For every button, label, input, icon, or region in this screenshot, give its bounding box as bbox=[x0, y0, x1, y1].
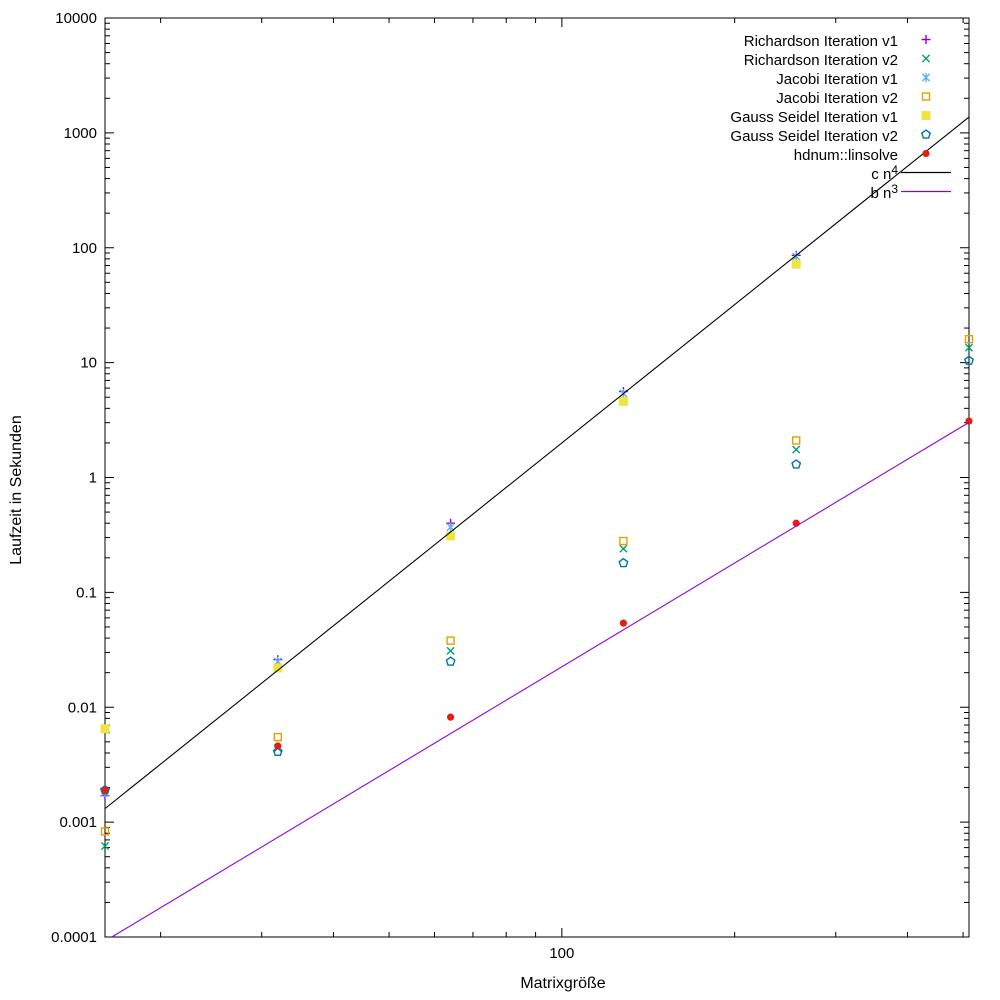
filled-circle-marker bbox=[274, 742, 282, 750]
tick-labels: 10000 1000 100 10 1 0.1 0.01 0.001 0.0001 100 bbox=[51, 10, 574, 962]
open-pentagon-marker bbox=[920, 129, 932, 139]
legend-entry-gauss-seidel-v1: Gauss Seidel Iteration v1 bbox=[560, 106, 954, 126]
filled-circle-marker bbox=[101, 786, 109, 794]
open-square-marker bbox=[792, 436, 801, 445]
filled-square-marker bbox=[273, 663, 283, 673]
line-sample-icon bbox=[898, 182, 954, 201]
legend-entry-richardson-v1: Richardson Iteration v1 bbox=[560, 30, 954, 50]
legend-marker-glyph bbox=[921, 72, 931, 83]
cross-marker bbox=[446, 646, 455, 655]
series-jacobi-iteration-v2 bbox=[100, 334, 974, 836]
legend-entry-bn3-line: b n3 bbox=[560, 182, 954, 202]
open-pentagon-marker bbox=[272, 746, 283, 756]
cross-marker bbox=[619, 544, 628, 553]
y-tick-label: 10000 bbox=[55, 10, 97, 27]
filled-circle-marker bbox=[922, 149, 930, 158]
y-axis-title: Laufzeit in Sekunden bbox=[8, 415, 25, 565]
legend-label: hdnum::linsolve bbox=[793, 147, 898, 164]
cross-marker-icon bbox=[898, 49, 954, 68]
open-pentagon-marker bbox=[618, 557, 629, 568]
series-richardson-iteration-v2 bbox=[100, 343, 974, 851]
legend-label: c n4 bbox=[871, 163, 898, 183]
x-tick-label: 100 bbox=[549, 945, 574, 962]
fit-line bbox=[111, 421, 970, 938]
legend-label: b n3 bbox=[870, 182, 898, 202]
open-square-marker bbox=[964, 334, 974, 344]
legend-label: Jacobi Iteration v2 bbox=[776, 90, 898, 107]
filled-square-marker bbox=[921, 111, 931, 120]
fit-line-b-n-3 bbox=[111, 421, 970, 938]
open-pentagon-marker bbox=[445, 656, 456, 666]
y-tick-label: 100 bbox=[72, 240, 97, 257]
y-tick-label: 0.01 bbox=[68, 699, 97, 716]
y-tick-label: 1000 bbox=[64, 125, 97, 142]
legend-label: Richardson Iteration v2 bbox=[743, 52, 898, 69]
legend-entry-jacobi-v1: Jacobi Iteration v1 bbox=[560, 68, 954, 88]
legend-marker-glyph bbox=[920, 129, 932, 139]
legend-entry-hdnum-linsolve: hdnum::linsolve bbox=[560, 144, 954, 164]
y-tick-label: 1 bbox=[89, 470, 97, 487]
y-tick-label: 10 bbox=[80, 355, 97, 372]
cross-marker bbox=[100, 841, 110, 851]
y-tick-label: 0.1 bbox=[76, 584, 97, 601]
series-gauss-seidel-iteration-v2 bbox=[99, 355, 975, 795]
open-square-marker bbox=[921, 92, 931, 101]
open-pentagon-marker bbox=[791, 459, 802, 469]
open-square-marker bbox=[619, 536, 628, 546]
legend-entry-gauss-seidel-v2: Gauss Seidel Iteration v2 bbox=[560, 125, 954, 145]
legend-marker-glyph bbox=[922, 149, 930, 158]
fit-line bbox=[104, 116, 970, 810]
legend-entry-richardson-v2: Richardson Iteration v2 bbox=[560, 49, 954, 69]
filled-circle-marker bbox=[619, 619, 628, 627]
filled-circle-marker-icon bbox=[898, 144, 954, 163]
fit-line-c-n-4 bbox=[104, 116, 970, 810]
filled-square-marker bbox=[446, 531, 456, 541]
open-square-marker bbox=[273, 732, 282, 742]
filled-square-marker bbox=[618, 396, 628, 406]
asterisk-marker-icon bbox=[898, 68, 954, 87]
legend-marker-glyph bbox=[921, 54, 931, 63]
filled-square-marker-icon bbox=[898, 106, 954, 125]
plus-marker-icon bbox=[898, 30, 954, 49]
legend-label: Gauss Seidel Iteration v2 bbox=[730, 128, 898, 145]
legend-label: Jacobi Iteration v1 bbox=[776, 71, 898, 88]
open-square-marker bbox=[446, 636, 455, 645]
filled-circle-marker bbox=[447, 713, 455, 721]
legend-marker-glyph bbox=[921, 35, 931, 44]
asterisk-marker bbox=[921, 72, 931, 83]
y-tick-label: 0.001 bbox=[59, 814, 97, 831]
line-sample-icon bbox=[898, 163, 954, 182]
series-hdnum-linsolve bbox=[101, 417, 973, 794]
open-pentagon-marker-icon bbox=[898, 125, 954, 144]
open-pentagon-marker bbox=[963, 355, 975, 365]
legend: Richardson Iteration v1 Richardson Itera… bbox=[560, 30, 954, 202]
legend-label: Gauss Seidel Iteration v1 bbox=[730, 109, 898, 126]
axis-ticks bbox=[105, 17, 969, 938]
filled-square-marker bbox=[791, 259, 801, 269]
y-tick-label: 0.0001 bbox=[51, 929, 97, 946]
cross-marker bbox=[921, 54, 931, 63]
x-axis-title: Matrixgröße bbox=[520, 975, 606, 992]
filled-square-marker bbox=[100, 724, 110, 734]
legend-label: Richardson Iteration v1 bbox=[743, 33, 898, 50]
legend-marker-glyph bbox=[921, 92, 931, 101]
legend-entry-cn4-line: c n4 bbox=[560, 163, 954, 183]
legend-marker-glyph bbox=[921, 111, 931, 120]
series-gauss-seidel-iteration-v1 bbox=[100, 259, 801, 734]
cross-marker bbox=[964, 343, 974, 352]
plus-marker bbox=[921, 35, 931, 44]
cross-marker bbox=[792, 445, 801, 454]
legend-entry-jacobi-v2: Jacobi Iteration v2 bbox=[560, 87, 954, 107]
open-square-marker bbox=[100, 827, 110, 836]
open-square-marker-icon bbox=[898, 87, 954, 106]
